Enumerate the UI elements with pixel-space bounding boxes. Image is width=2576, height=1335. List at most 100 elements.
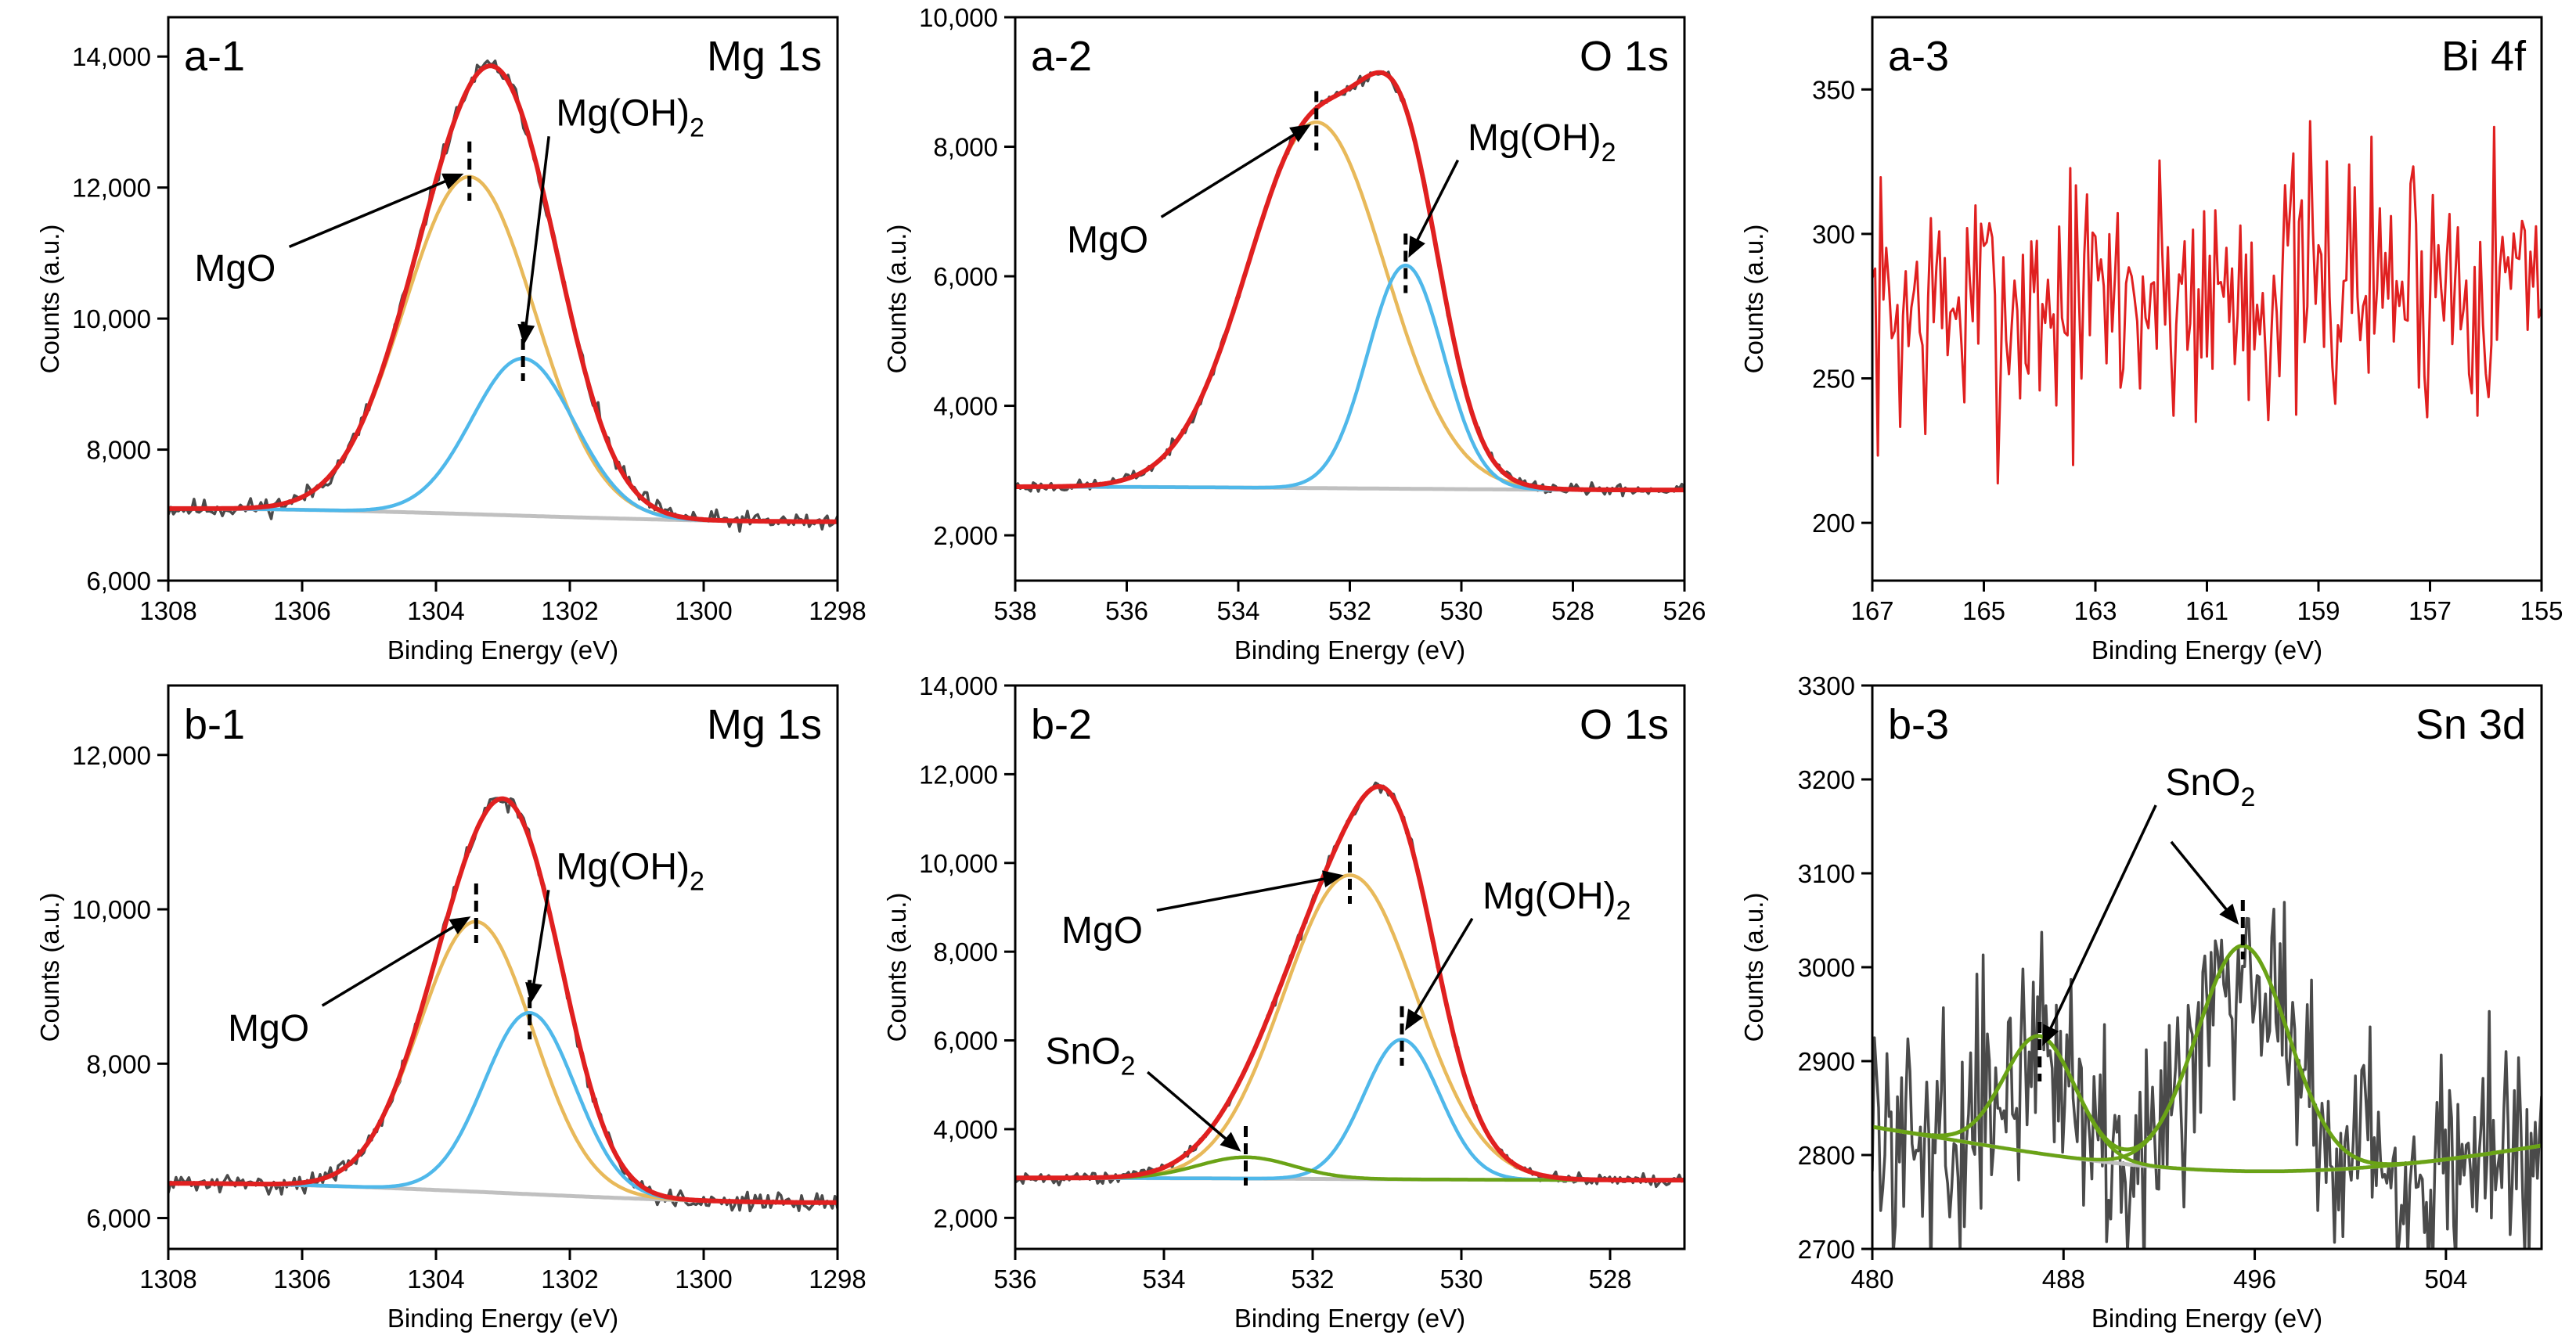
x-tick-label: 1306 [273,596,330,625]
y-tick-label: 300 [1812,220,1855,249]
plot-area [168,59,838,533]
annotation-label-text: Mg(OH) [1483,876,1616,917]
x-tick-label: 1298 [809,1265,866,1294]
panel-b-3: 480 488 496 504 2700 2800 2900 3000 3100 3200 3300… [1739,671,2543,1333]
x-tick-label: 165 [1962,596,2005,625]
y-tick-label: 8,000 [933,937,998,966]
annotation-label-subscript: 2 [690,113,704,142]
y-tick-label: 6,000 [933,1027,998,1056]
y-tick-label: 2900 [1798,1047,1855,1076]
panel-label: b-2 [1031,701,1092,748]
plot-area [1015,70,1684,498]
x-axis-label: Binding Energy (eV) [387,1304,618,1333]
x-axis-label: Binding Energy (eV) [2091,1304,2322,1333]
x-axis-label: Binding Energy (eV) [1234,1304,1465,1333]
plot-area [1872,901,2542,1249]
y-tick-label: 4,000 [933,392,998,421]
component-mgo-line [1015,120,1684,492]
sno2-fit-line [1872,944,2542,1167]
annotation-label: MgO [1067,220,1148,261]
annotation-arrow [1160,129,1302,218]
x-tick-label: 161 [2185,596,2228,625]
x-tick-label: 159 [2297,596,2340,625]
annotation-label: MgO [194,248,276,290]
x-tick-label: 526 [1663,596,1706,625]
y-tick-label: 3100 [1798,859,1855,888]
y-tick-label: 6,000 [933,262,998,291]
y-axis-label: Counts (a.u.) [35,225,64,374]
panel-b-1: 1308 1306 1304 1302 1300 1298 6,000 8,000 10,000… [35,684,866,1333]
plot-frame [167,16,839,582]
x-tick-label: 536 [1105,596,1148,625]
x-tick-label: 1298 [809,596,866,625]
annotation-arrow [1410,917,1474,1021]
annotation-label-text: Mg(OH) [556,847,690,888]
annotation-label-subscript: 2 [2240,783,2255,812]
annotation-arrow [1156,876,1332,912]
annotation-label: SnO2 [2165,762,2255,812]
plot-frame [1014,16,1686,582]
component-mgo-line [168,175,838,524]
y-tick-label: 8,000 [86,1049,151,1078]
annotation-label-text: MgO [1061,910,1143,952]
x-tick-label: 528 [1588,1265,1631,1294]
annotation-arrowhead [517,323,535,346]
y-tick-label: 3000 [1798,953,1855,982]
y-tick-label: 2,000 [933,1204,998,1232]
annotation-arrowhead [1289,124,1311,142]
panel-title: O 1s [1580,33,1669,80]
x-tick-label: 1302 [541,1265,598,1294]
component-mgoh2-line [168,356,838,524]
annotation-label-subscript: 2 [1601,138,1616,167]
panel-label: b-1 [184,701,245,748]
y-tick-label: 350 [1812,75,1855,104]
annotation-label: Mg(OH)2 [1483,876,1631,926]
panel-title: Mg 1s [707,33,822,80]
y-axis-label: Counts (a.u.) [882,893,911,1042]
annotation-label: Mg(OH)2 [556,92,704,142]
y-tick-label: 2,000 [933,521,998,550]
envelope-fit-line [1015,70,1684,493]
panel-a-1: 1308 1306 1304 1302 1300 1298 6,000 8,000 10,000… [35,16,866,664]
annotation-label: Mg(OH)2 [1468,117,1616,167]
annotation-label: MgO [1061,910,1143,952]
envelope-fit-line [168,63,838,524]
envelope-fit-line [1015,784,1684,1183]
x-tick-label: 534 [1216,596,1259,625]
annotation-arrow [524,136,550,333]
y-axis-label: Counts (a.u.) [882,225,911,374]
y-tick-label: 8,000 [86,436,151,465]
y-tick-label: 3200 [1798,765,1855,794]
annotation-arrow [321,921,461,1007]
y-tick-label: 14,000 [72,42,151,71]
annotation-arrow [1146,1071,1233,1145]
x-axis-label: Binding Energy (eV) [1234,635,1465,664]
y-tick-label: 12,000 [72,741,151,770]
y-tick-label: 2700 [1798,1235,1855,1264]
y-tick-label: 3300 [1798,671,1855,700]
y-tick-label: 4,000 [933,1115,998,1144]
component-mgoh2-line [1015,263,1684,492]
panel-title: O 1s [1580,701,1669,748]
panel-title: Bi 4f [2441,33,2527,80]
x-tick-label: 1300 [675,1265,732,1294]
x-tick-label: 488 [2042,1265,2085,1294]
annotation-arrow [2170,840,2232,916]
x-tick-label: 1304 [407,1265,464,1294]
panel-label: a-2 [1031,33,1092,80]
x-tick-label: 496 [2233,1265,2276,1294]
y-tick-label: 6,000 [86,567,151,596]
panel-a-2: 538 536 534 532 530 528 526 2,000 4,000 6,000 8,00… [882,3,1706,664]
x-tick-label: 1300 [675,596,732,625]
y-tick-label: 10,000 [72,304,151,333]
plot-frame [167,684,839,1250]
x-tick-label: 480 [1850,1265,1893,1294]
annotation-arrowhead [1322,870,1344,888]
annotation-label-subscript: 2 [1121,1052,1136,1081]
x-tick-label: 167 [1850,596,1893,625]
y-tick-label: 12,000 [919,760,998,789]
y-axis-label: Counts (a.u.) [35,893,64,1042]
annotation-label-text: MgO [1067,220,1148,261]
x-tick-label: 536 [993,1265,1036,1294]
